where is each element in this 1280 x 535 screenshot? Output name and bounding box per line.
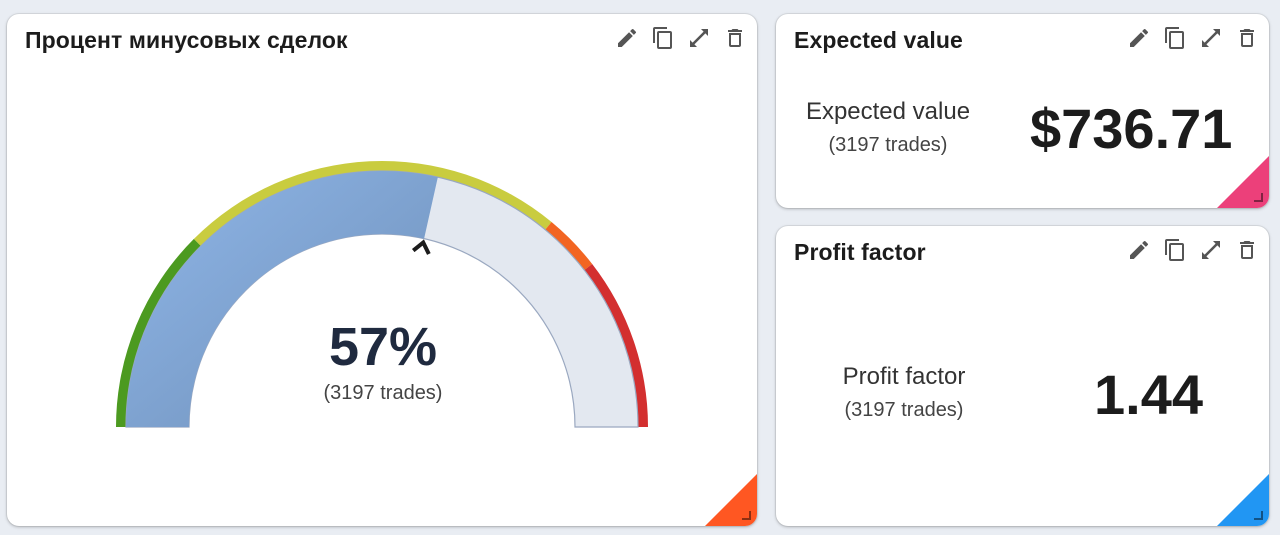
copy-button[interactable] — [649, 26, 677, 54]
gauge-subtitle: (3197 trades) — [323, 382, 443, 404]
metric-label-block: Expected value (3197 trades) — [796, 98, 980, 157]
delete-icon — [1235, 238, 1259, 267]
expected-value-card: Expected value Expected value (3197 trad… — [776, 14, 1269, 208]
edit-icon — [615, 26, 639, 55]
fullscreen-icon — [687, 26, 711, 55]
copy-button[interactable] — [1161, 26, 1189, 54]
resize-handle[interactable] — [1217, 156, 1269, 208]
gauge-fill — [126, 171, 438, 427]
copy-icon — [1163, 26, 1187, 55]
gauge-needle-marker — [411, 239, 431, 255]
copy-button[interactable] — [1161, 238, 1189, 266]
fullscreen-button[interactable] — [1197, 26, 1225, 54]
resize-handle[interactable] — [1217, 474, 1269, 526]
edit-button[interactable] — [1125, 26, 1153, 54]
fullscreen-icon — [1199, 238, 1223, 267]
delete-button[interactable] — [1233, 238, 1261, 266]
gauge-chart — [116, 161, 648, 428]
edit-button[interactable] — [613, 26, 641, 54]
delete-button[interactable] — [1233, 26, 1261, 54]
metric-subtitle: (3197 trades) — [844, 399, 964, 421]
copy-icon — [1163, 238, 1187, 267]
edit-button[interactable] — [1125, 238, 1153, 266]
card-title: Процент минусовых сделок — [25, 27, 348, 53]
delete-icon — [1235, 26, 1259, 55]
corner-accent — [1217, 474, 1269, 526]
card-title: Profit factor — [794, 239, 926, 265]
card-toolbar — [613, 26, 749, 54]
card-title: Expected value — [794, 27, 963, 53]
fullscreen-icon — [1199, 26, 1223, 55]
corner-accent — [705, 474, 757, 526]
metric-label: Expected value — [805, 98, 971, 125]
edit-icon — [1127, 26, 1151, 55]
metric-value: $736.71 — [1030, 97, 1233, 160]
gauge-band-1 — [193, 161, 552, 246]
metric-value: 1.44 — [1094, 363, 1203, 426]
fullscreen-button[interactable] — [685, 26, 713, 54]
gauge-band-3 — [584, 263, 648, 427]
metric-label: Profit factor — [842, 363, 966, 390]
gauge-band-0 — [116, 238, 201, 427]
card-toolbar — [1125, 238, 1261, 266]
resize-grip-icon — [742, 511, 751, 520]
metric-label-block: Profit factor (3197 trades) — [816, 363, 992, 422]
gauge-card: Процент минусовых сделок 57% (3197 trade… — [7, 14, 757, 526]
copy-icon — [651, 26, 675, 55]
gauge-band-2 — [545, 222, 593, 271]
corner-accent — [1217, 156, 1269, 208]
card-toolbar — [1125, 26, 1261, 54]
profit-factor-card: Profit factor Profit factor (3197 trades… — [776, 226, 1269, 526]
delete-icon — [723, 26, 747, 55]
metric-subtitle: (3197 trades) — [828, 134, 948, 156]
gauge-percentage: 57% — [328, 317, 438, 377]
gauge-needle — [411, 239, 431, 255]
fullscreen-button[interactable] — [1197, 238, 1225, 266]
gauge-color-bands — [116, 161, 648, 427]
resize-grip-icon — [1254, 511, 1263, 520]
delete-button[interactable] — [721, 26, 749, 54]
edit-icon — [1127, 238, 1151, 267]
resize-handle[interactable] — [705, 474, 757, 526]
resize-grip-icon — [1254, 193, 1263, 202]
